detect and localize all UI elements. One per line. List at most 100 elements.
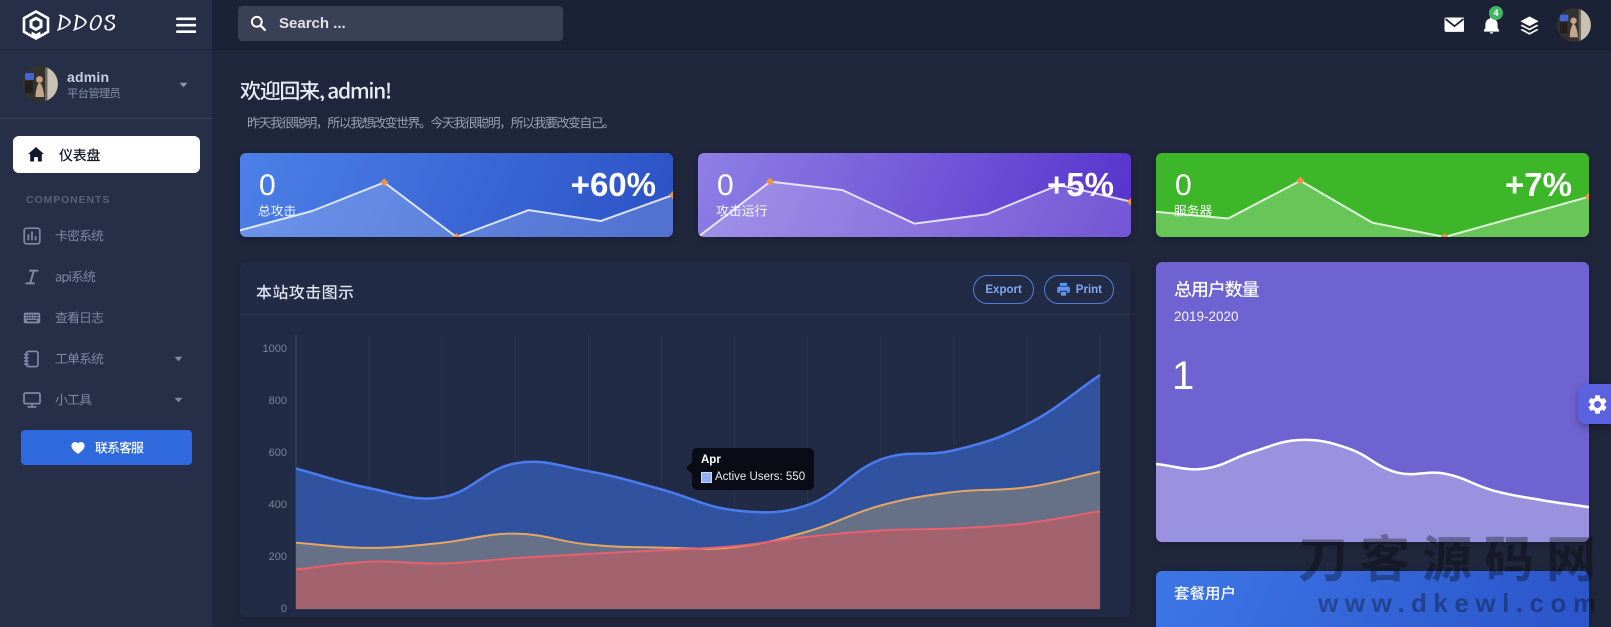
bell-icon bbox=[1483, 15, 1500, 34]
stat-label-wrap bbox=[257, 204, 297, 217]
menu-toggle-icon[interactable] bbox=[176, 15, 196, 35]
stat-label-wrap bbox=[1173, 204, 1213, 217]
stat-card-total-attacks-sparkline bbox=[240, 178, 673, 237]
export-button[interactable]: Export bbox=[973, 275, 1034, 304]
sidebar-item-ticket-system[interactable] bbox=[0, 338, 212, 379]
tooltip-swatch bbox=[701, 471, 712, 483]
users-card-value: 1 bbox=[1172, 354, 1195, 398]
contact-support-button[interactable] bbox=[21, 430, 192, 465]
notification-badge: 4 bbox=[1489, 5, 1503, 20]
stat-delta: +60% bbox=[570, 166, 656, 203]
sidebar-item-view-logs[interactable] bbox=[0, 297, 212, 338]
package-users-card bbox=[1156, 571, 1589, 627]
sidebar-item-label bbox=[55, 352, 104, 365]
logo-hexagon-icon bbox=[22, 9, 50, 40]
logs-icon bbox=[23, 312, 41, 323]
stat-card-label bbox=[1174, 204, 1212, 217]
user-role bbox=[67, 87, 121, 99]
logo-text bbox=[57, 13, 116, 31]
users-card-subtitle: 2019-2020 bbox=[1174, 309, 1239, 324]
packages-card-title-wrap bbox=[1174, 585, 1236, 601]
stat-value: 0 bbox=[717, 169, 734, 202]
sidebar-item-card-system[interactable] bbox=[0, 215, 212, 256]
y-axis-tick: 1000 bbox=[262, 343, 287, 355]
chart-card-header: Export Print bbox=[240, 262, 1130, 315]
stat-card-attacks-running[interactable]: 0 +5% bbox=[698, 153, 1131, 237]
chevron-down-icon bbox=[174, 397, 183, 403]
stat-value: 0 bbox=[259, 169, 276, 202]
print-icon bbox=[1057, 282, 1070, 296]
mail-icon bbox=[1444, 17, 1464, 32]
search-input[interactable] bbox=[279, 15, 519, 32]
settings-button[interactable] bbox=[1578, 384, 1611, 424]
apps-button[interactable] bbox=[1519, 15, 1540, 36]
sidebar-nav: COMPONENTS bbox=[0, 136, 212, 465]
y-axis-tick: 400 bbox=[268, 499, 287, 511]
sidebar-item-label bbox=[55, 229, 104, 242]
sidebar-item-label bbox=[55, 311, 104, 324]
welcome-subtitle bbox=[248, 116, 607, 129]
stat-delta: +5% bbox=[1047, 166, 1114, 203]
sidebar-item-api-system[interactable] bbox=[0, 256, 212, 297]
y-axis-tick: 600 bbox=[268, 447, 287, 459]
stat-card-servers[interactable]: 0 +7% bbox=[1156, 153, 1589, 237]
attack-area-chart bbox=[295, 335, 1101, 610]
gear-icon bbox=[1588, 394, 1607, 414]
search-box[interactable] bbox=[238, 6, 563, 41]
chart-tooltip: Apr Active Users: 550 bbox=[685, 448, 815, 490]
print-button[interactable]: Print bbox=[1043, 275, 1114, 304]
sidebar-item-label bbox=[59, 147, 100, 161]
user-menu[interactable]: admin bbox=[0, 50, 212, 118]
tools-icon bbox=[23, 391, 41, 408]
sidebar-item-dashboard[interactable] bbox=[13, 136, 200, 173]
sidebar-item-label bbox=[55, 270, 96, 283]
sidebar-avatar bbox=[22, 66, 58, 102]
search-icon bbox=[250, 15, 267, 32]
stat-card-label bbox=[716, 204, 767, 217]
topbar-avatar-img bbox=[1557, 8, 1591, 42]
users-card-title-wrap bbox=[1174, 280, 1260, 298]
stat-cards-row: 0 +60% 0 +5% 0 +7% bbox=[240, 153, 1589, 237]
notifications-button[interactable]: 4 bbox=[1481, 5, 1503, 36]
topbar-avatar[interactable] bbox=[1557, 8, 1591, 42]
total-users-chart bbox=[1156, 438, 1589, 542]
sidebar-section-label: COMPONENTS bbox=[26, 194, 111, 206]
welcome-heading bbox=[240, 80, 1589, 101]
home-icon bbox=[28, 146, 44, 161]
total-users-card: 2019-2020 1 bbox=[1156, 262, 1589, 542]
topbar-icons: 4 bbox=[1444, 0, 1591, 50]
main-content: 0 +60% 0 +5% 0 +7% Export Print Apr Acti… bbox=[212, 50, 1611, 627]
messages-button[interactable] bbox=[1444, 15, 1464, 35]
chevron-down-icon bbox=[174, 356, 183, 362]
logo[interactable] bbox=[22, 9, 116, 40]
contact-button-label bbox=[94, 441, 144, 454]
api-system-icon bbox=[25, 269, 39, 284]
topbar: 4 bbox=[212, 0, 1611, 50]
sidebar-header bbox=[0, 0, 212, 50]
y-axis-tick: 200 bbox=[268, 551, 287, 563]
layers-icon bbox=[1520, 15, 1539, 35]
welcome-title bbox=[240, 80, 391, 101]
tooltip-text: Active Users: 550 bbox=[715, 471, 806, 483]
sidebar: admin COMPONENTS bbox=[0, 0, 212, 627]
sidebar-item-tools[interactable] bbox=[0, 379, 212, 420]
stat-card-attacks-running-sparkline bbox=[698, 177, 1131, 237]
user-name: admin bbox=[67, 69, 110, 85]
chevron-down-icon bbox=[174, 397, 183, 403]
chart-card-title bbox=[256, 284, 354, 299]
stat-value: 0 bbox=[1175, 169, 1192, 202]
chevron-down-icon bbox=[174, 356, 183, 362]
stat-card-servers-sparkline bbox=[1156, 176, 1589, 237]
stat-card-total-attacks[interactable]: 0 +60% bbox=[240, 153, 673, 237]
attack-chart-card: Export Print Apr Active Users: 550 0 200 4… bbox=[240, 262, 1130, 617]
user-role-label bbox=[67, 87, 121, 99]
tooltip-title: Apr bbox=[701, 454, 721, 466]
y-axis-tick: 0 bbox=[280, 603, 287, 615]
sidebar-item-label bbox=[55, 393, 92, 406]
right-column: 2019-2020 1 bbox=[1156, 262, 1589, 627]
users-card-title bbox=[1174, 280, 1259, 298]
stat-label-wrap bbox=[715, 204, 768, 217]
heart-icon bbox=[70, 441, 85, 454]
welcome-subtitle-wrap bbox=[240, 116, 1589, 129]
y-axis-tick: 800 bbox=[268, 395, 287, 407]
